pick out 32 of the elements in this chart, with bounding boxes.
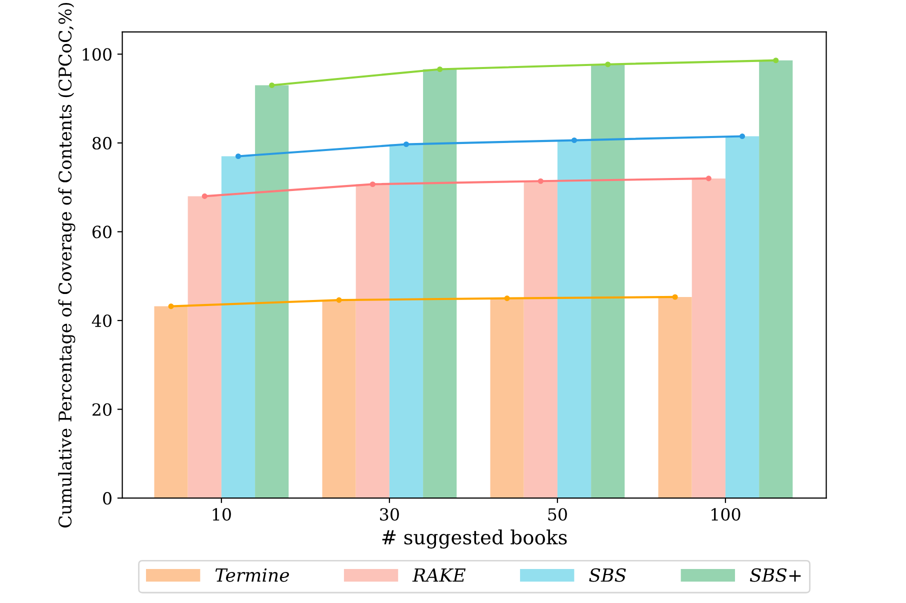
x-tick-label: 10 [212,508,231,521]
y-tick-label: 20 [92,403,112,416]
y-tick-label: 100 [82,48,112,61]
bar [692,178,726,498]
bar [591,64,625,498]
bar [221,156,256,498]
bar [759,60,793,498]
bar [423,69,457,498]
legend-label: SBS [589,568,626,582]
bar [725,136,760,498]
x-tick-label: 50 [548,508,567,521]
bar [188,196,222,498]
bar [255,85,289,498]
bar [154,306,188,498]
bar [557,140,592,498]
bar [490,298,524,498]
bar [658,296,692,498]
bar [322,300,356,498]
x-axis-title: # suggested books [382,529,567,549]
bar [356,184,390,498]
y-tick-label: 0 [103,492,112,505]
y-tick-label: 60 [92,226,112,238]
y-axis-title: Cumulative Percentage of Coverage of Contents (CPCoC,%) [58,2,76,528]
legend-label: Termine [215,568,289,582]
legend-label: SBS+ [750,568,801,582]
x-tick-label: 30 [380,508,399,521]
y-tick-label: 80 [92,136,112,150]
bar [389,144,424,498]
x-tick-label: 100 [712,508,740,521]
bar [524,181,558,498]
legend-label: RAKE [412,568,466,582]
y-tick-label: 40 [92,314,112,328]
